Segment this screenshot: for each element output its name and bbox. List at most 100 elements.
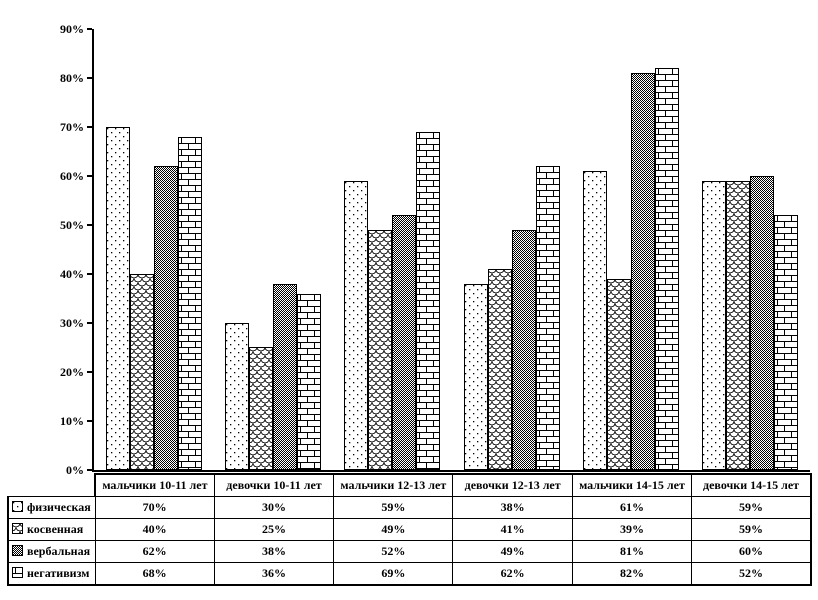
bar-scales <box>368 230 393 470</box>
y-axis-label: 70% <box>60 120 84 134</box>
bar-dots <box>224 323 249 470</box>
table-header-row: мальчики 10-11 лет девочки 10-11 лет мальч… <box>8 473 812 497</box>
table-column-header: девочки 12-13 лет <box>452 473 573 497</box>
bar-group-3 <box>333 29 452 470</box>
table-value-cell: 59% <box>691 518 812 541</box>
bar-scales <box>726 181 751 470</box>
y-axis-tick <box>87 126 92 128</box>
bar-dots <box>344 181 369 470</box>
y-axis-tick <box>87 77 92 79</box>
table-value-cell: 52% <box>333 540 454 563</box>
table-column-header: девочки 14-15 лет <box>691 473 812 497</box>
y-axis-label: 30% <box>60 316 84 330</box>
y-axis-label: 0% <box>66 463 84 477</box>
scales-pattern-icon <box>12 522 23 534</box>
y-axis-tick <box>87 175 92 177</box>
bar-bricks <box>416 132 441 470</box>
table-value-cell: 38% <box>213 540 335 563</box>
y-axis-line <box>92 29 94 472</box>
table-column-header: мальчики 12-13 лет <box>333 473 454 497</box>
bar-bricks <box>774 215 799 470</box>
table-row-bricks: негативизм 68% 36% 69% 62% 82% 52% <box>7 562 812 586</box>
table-row-checker: вербальная 62% 38% 52% 49% 81% 60% <box>7 540 812 563</box>
y-axis-tick <box>87 322 92 324</box>
legend-label: косвенная <box>27 521 84 536</box>
bar-bricks <box>177 137 202 470</box>
y-axis-tick <box>87 469 92 471</box>
bar-scales <box>487 269 512 470</box>
bar-bricks <box>296 294 321 470</box>
table-value-cell: 59% <box>691 496 812 519</box>
table-row-dots: физическая 70% 30% 59% 38% 61% 59% <box>7 496 812 519</box>
table-column-header: мальчики 14-15 лет <box>571 473 693 497</box>
table-value-cell: 52% <box>691 562 812 586</box>
chart-data-table: мальчики 10-11 лет девочки 10-11 лет мальч… <box>7 473 812 586</box>
legend-cell: негативизм <box>7 562 96 586</box>
bar-checker <box>630 73 655 470</box>
y-axis-tick <box>87 28 92 30</box>
table-value-cell: 41% <box>452 518 573 541</box>
bar-dots <box>463 284 488 470</box>
table-row-scales: косвенная 40% 25% 49% 41% 39% 59% <box>7 518 812 541</box>
table-value-cell: 62% <box>452 562 573 586</box>
bar-dots <box>105 127 130 470</box>
y-axis-tick <box>87 371 92 373</box>
bar-dots <box>702 181 727 470</box>
y-axis-tick <box>87 273 92 275</box>
bar-scales <box>129 274 154 470</box>
bar-checker <box>153 166 178 470</box>
legend-cell: вербальная <box>7 540 96 563</box>
y-axis-label: 20% <box>60 365 84 379</box>
bar-group-2 <box>213 29 332 470</box>
table-value-cell: 30% <box>213 496 335 519</box>
legend-label: негативизм <box>27 565 90 580</box>
table-value-cell: 40% <box>94 518 215 541</box>
dots-pattern-icon <box>12 500 23 512</box>
y-axis-label: 60% <box>60 169 84 183</box>
bricks-pattern-icon <box>12 566 23 578</box>
table-value-cell: 82% <box>571 562 693 586</box>
bar-group-4 <box>452 29 571 470</box>
bar-checker <box>750 176 775 470</box>
table-value-cell: 70% <box>94 496 215 519</box>
table-column-header: девочки 10-11 лет <box>213 473 335 497</box>
bar-group-1 <box>94 29 213 470</box>
legend-label: физическая <box>27 499 91 514</box>
table-value-cell: 39% <box>571 518 693 541</box>
table-value-cell: 59% <box>333 496 454 519</box>
bar-group-6 <box>691 29 810 470</box>
bar-checker <box>392 215 417 470</box>
y-axis-label: 80% <box>60 71 84 85</box>
bar-group-5 <box>571 29 690 470</box>
bar-scales <box>606 279 631 470</box>
legend-label: вербальная <box>27 543 91 558</box>
y-axis-tick <box>87 420 92 422</box>
table-value-cell: 69% <box>333 562 454 586</box>
y-axis-label: 40% <box>60 267 84 281</box>
y-axis-label: 10% <box>60 414 84 428</box>
table-value-cell: 61% <box>571 496 693 519</box>
table-value-cell: 25% <box>213 518 335 541</box>
table-value-cell: 49% <box>452 540 573 563</box>
y-axis-label: 50% <box>60 218 84 232</box>
checker-pattern-icon <box>12 544 23 556</box>
table-corner-cell <box>8 474 95 497</box>
bar-checker <box>511 230 536 470</box>
table-value-cell: 62% <box>94 540 215 563</box>
table-column-header: мальчики 10-11 лет <box>93 473 215 497</box>
table-value-cell: 68% <box>94 562 215 586</box>
table-value-cell: 36% <box>213 562 335 586</box>
table-value-cell: 81% <box>571 540 693 563</box>
bar-scales <box>248 347 273 470</box>
bar-bricks <box>654 68 679 470</box>
legend-cell: физическая <box>7 496 96 519</box>
y-axis-label: 90% <box>60 22 84 36</box>
table-value-cell: 60% <box>691 540 812 563</box>
table-value-cell: 49% <box>333 518 454 541</box>
legend-cell: косвенная <box>7 518 96 541</box>
plot-area <box>94 29 810 470</box>
bar-checker <box>272 284 297 470</box>
bar-bricks <box>535 166 560 470</box>
x-axis-line <box>92 470 810 472</box>
